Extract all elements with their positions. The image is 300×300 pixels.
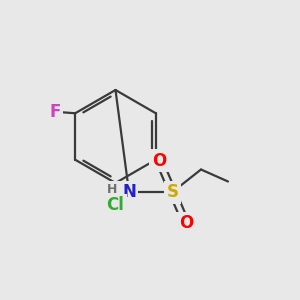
Text: O: O: [152, 152, 166, 169]
Text: N: N: [122, 183, 136, 201]
Text: O: O: [179, 214, 193, 232]
Text: H: H: [107, 183, 118, 196]
Text: S: S: [167, 183, 178, 201]
Text: F: F: [49, 103, 61, 121]
Text: Cl: Cl: [106, 196, 124, 214]
